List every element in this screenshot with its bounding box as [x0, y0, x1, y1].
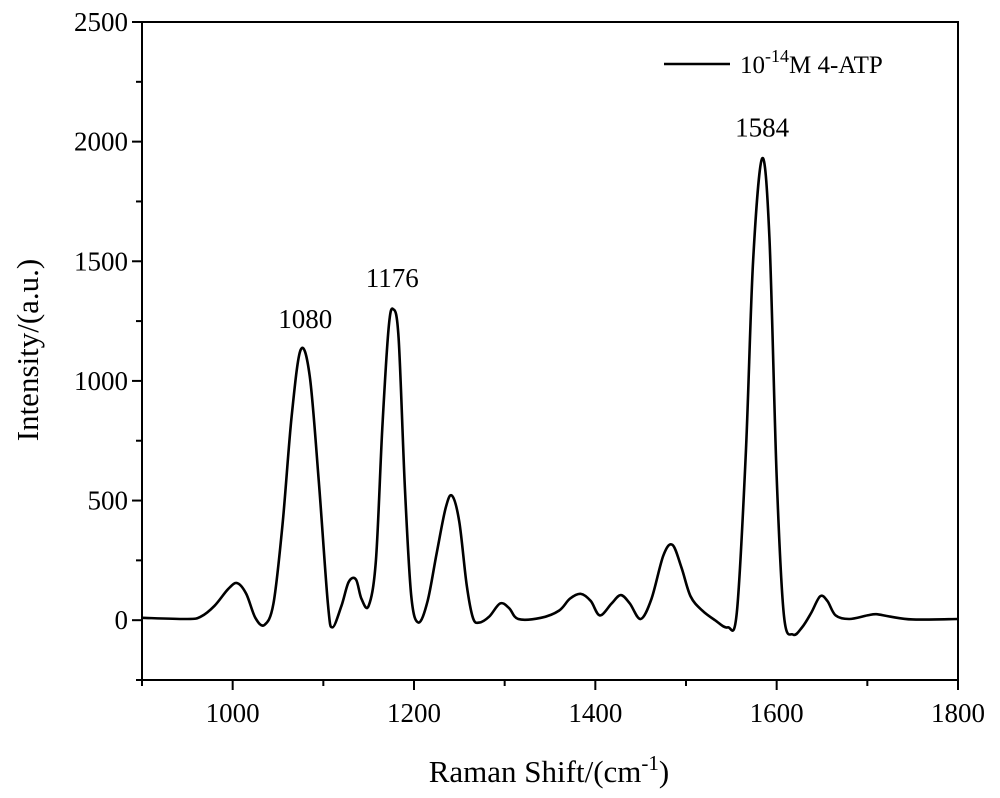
plot-frame	[141, 21, 959, 681]
legend-label: 10-14M 4-ATP	[740, 46, 883, 79]
x-tick-label: 1200	[387, 698, 441, 728]
legend-label-suffix: M 4-ATP	[789, 52, 883, 79]
y-tick-label: 0	[115, 605, 129, 635]
x-axis-title-main: Raman Shift/(cm	[429, 754, 642, 789]
x-axis-title-superscript: -1	[641, 751, 659, 775]
y-tick-label: 1500	[74, 246, 128, 276]
x-axis-title-suffix: )	[659, 754, 669, 789]
x-tick-label: 1800	[931, 698, 985, 728]
peak-label: 1080	[278, 304, 332, 334]
legend-label-base: 10	[740, 52, 765, 79]
legend: 10-14M 4-ATP	[664, 46, 883, 79]
x-axis-title: Raman Shift/(cm-1)	[429, 751, 669, 789]
spectrum-line	[141, 156, 959, 637]
plot-area-border	[141, 21, 959, 681]
x-tick-label: 1600	[750, 698, 804, 728]
series-layer	[141, 156, 959, 637]
peak-label: 1176	[366, 263, 419, 293]
y-tick-label: 2000	[74, 127, 128, 157]
legend-label-superscript: -14	[765, 46, 789, 66]
y-tick-label: 1000	[74, 366, 128, 396]
peak-annotations: 1080 1176 1584	[278, 112, 789, 333]
y-tick-label: 500	[88, 486, 129, 516]
y-axis-ticks: 0 500 1000 1500 2000 2500	[74, 7, 142, 681]
peak-label: 1584	[735, 112, 790, 142]
x-axis-ticks: 1000 1200 1400 1600 1800	[141, 680, 985, 728]
x-tick-label: 1000	[206, 698, 260, 728]
x-tick-label: 1400	[568, 698, 622, 728]
y-axis-title: Intensity/(a.u.)	[10, 259, 45, 442]
y-tick-label: 2500	[74, 7, 128, 37]
